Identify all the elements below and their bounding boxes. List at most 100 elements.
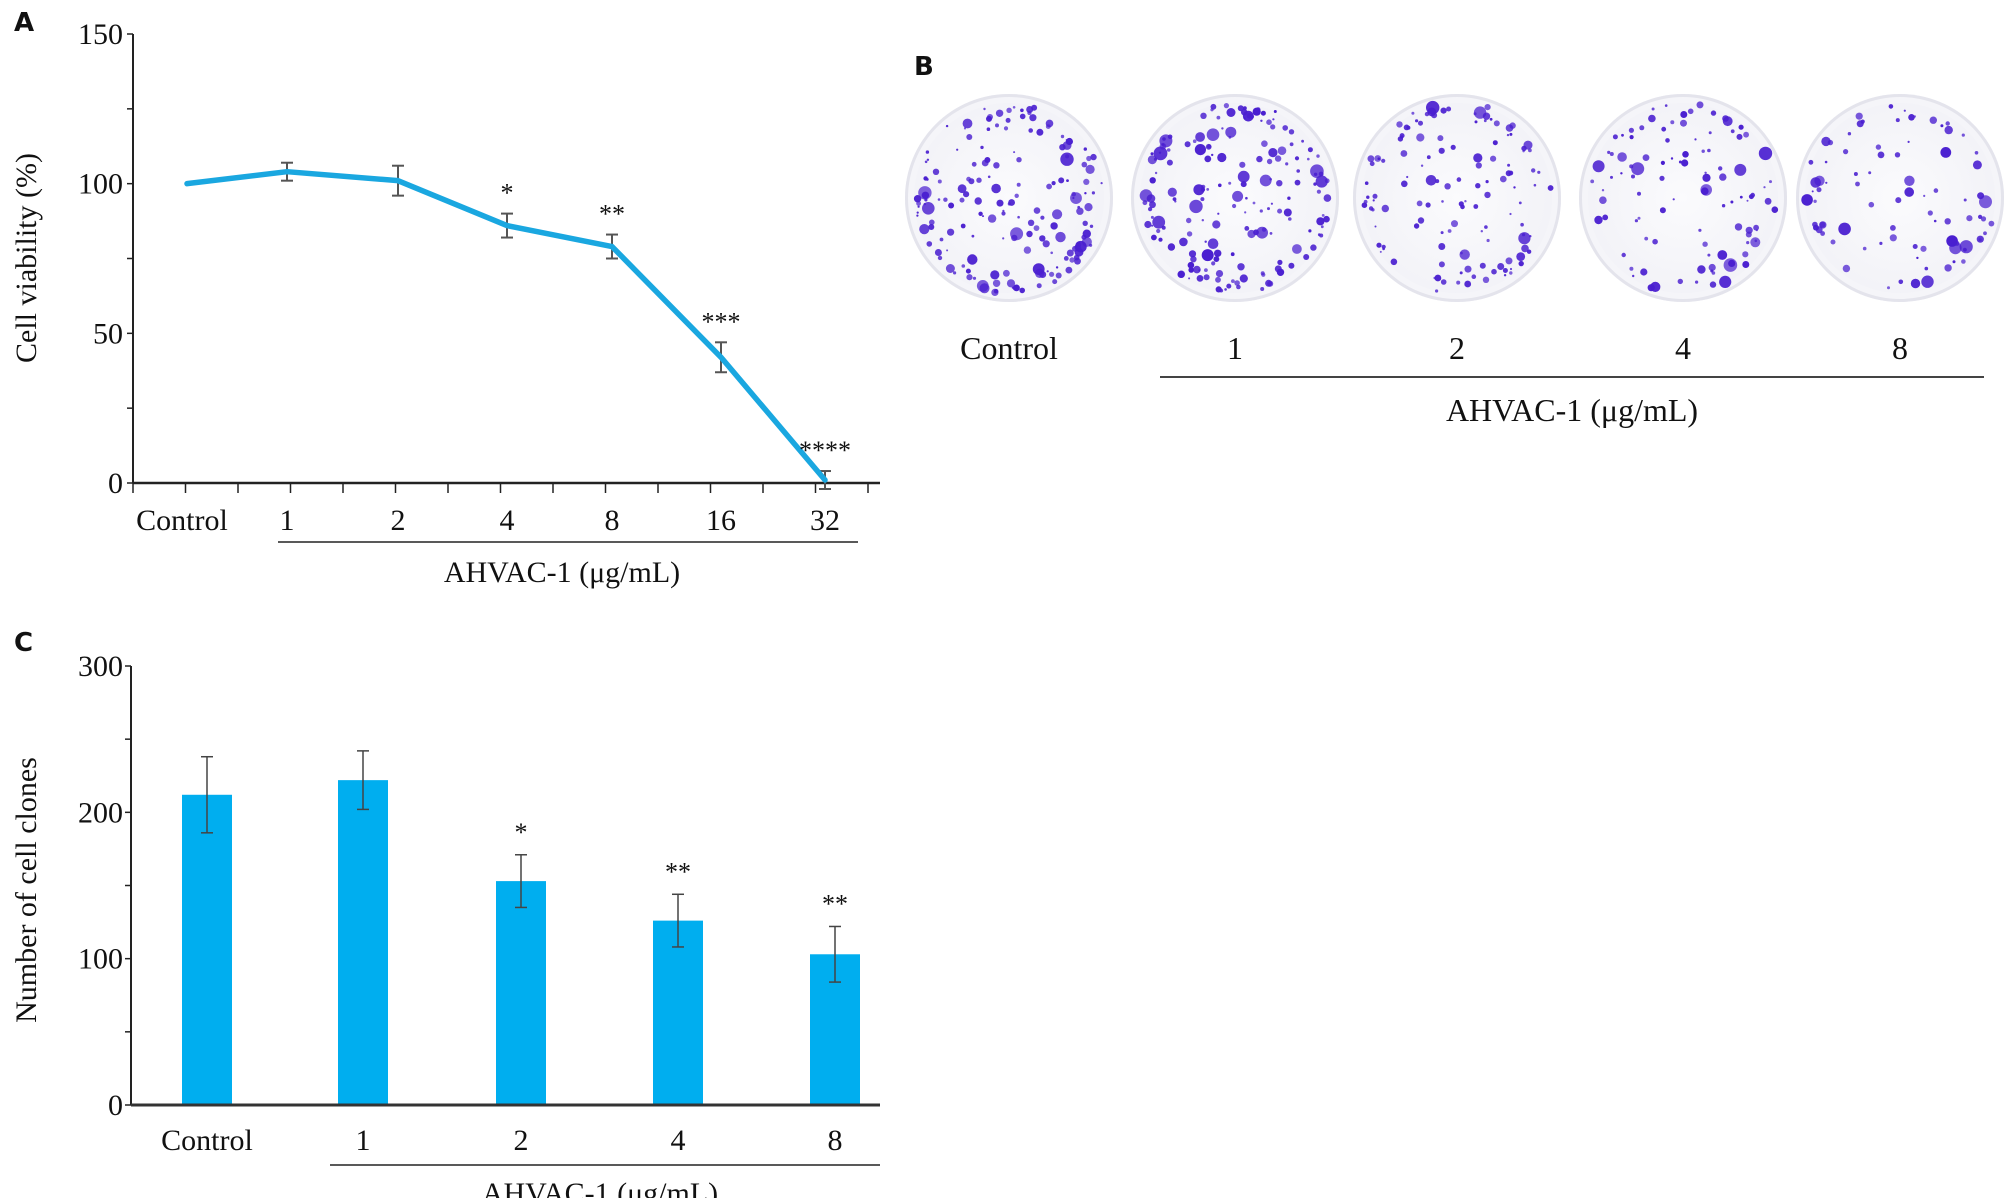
colony [1913,115,1916,118]
colony [1416,133,1425,142]
colony [1153,146,1168,161]
colony [1091,191,1095,195]
colony [1151,234,1157,241]
colony [1070,192,1082,204]
colony [1847,132,1852,136]
colony [972,276,977,280]
colony [1508,170,1514,176]
colony [1474,120,1478,124]
colony [1376,242,1382,248]
colony [1529,235,1532,238]
colony [1006,107,1012,113]
colony [1085,164,1095,174]
colony [967,254,978,265]
colony [1052,209,1063,220]
colony [1621,133,1624,137]
colony [1028,128,1033,133]
colony [979,283,990,294]
colony [1704,171,1707,174]
colony [1016,157,1022,163]
colony [1482,112,1491,120]
colony [937,255,943,261]
colony [1424,111,1430,117]
colony [1200,112,1207,119]
colony [1877,151,1885,159]
colony [1418,120,1423,126]
colony-plate-2 [1353,94,1561,302]
colony [1214,249,1222,257]
colony [1190,256,1197,263]
colony [1083,178,1090,185]
colony [991,288,999,296]
colony [1456,280,1461,285]
colony [1406,175,1409,179]
colony [1029,114,1037,122]
colony [1719,275,1732,288]
bar-Control [182,794,232,1105]
colony [1082,220,1088,226]
colony [1894,152,1901,158]
colony [1843,149,1849,155]
colony [1253,229,1259,236]
colony [1895,118,1900,123]
x-tick-label: 4 [500,504,515,537]
colony [922,202,935,215]
colony [1084,192,1087,195]
colony [1680,111,1688,118]
colony [1316,189,1321,194]
colony [1518,260,1524,267]
colony [1952,260,1956,264]
colony [1696,101,1704,109]
colony [1815,226,1823,234]
colony [1433,276,1436,280]
colony [1629,164,1634,169]
colony [925,150,930,154]
colony [1438,261,1445,268]
colony [1721,204,1726,208]
colony [1853,172,1858,176]
colony [1323,215,1330,223]
colony [1400,150,1408,157]
colony [1307,157,1310,161]
colony [1459,249,1470,260]
colony [1081,161,1088,168]
colony [1435,289,1439,293]
colony [1612,134,1618,140]
colony [1005,117,1011,123]
colony [1743,131,1749,138]
x-tick-label: 1 [356,1124,371,1157]
colony [1217,212,1220,215]
colony [1226,108,1236,117]
colony [1268,148,1278,158]
colony [1601,189,1605,192]
colony [1026,106,1034,113]
data-point-8 [609,244,615,250]
colony [946,249,949,252]
x-tick-label: Control [161,1124,253,1157]
colony [1509,271,1513,275]
colony [1364,181,1369,185]
colony [1193,184,1205,196]
colony [1974,151,1979,155]
colony [1003,269,1010,277]
colony [1959,240,1973,254]
colony [1440,231,1444,235]
colony [966,274,973,281]
colony [1755,229,1758,232]
colony [934,249,942,256]
colony [1184,141,1191,148]
colony [1652,238,1658,245]
colony [1521,244,1529,253]
colony [1045,119,1054,128]
colony [1707,148,1711,153]
colony [1940,147,1952,158]
colony [1650,281,1661,292]
colony [1486,238,1490,243]
colony [1065,137,1073,146]
colony [1046,270,1049,273]
y-axis-label: Number of cell clones [10,757,43,1023]
colony [1046,183,1052,190]
colony [1916,256,1919,260]
colony [1211,261,1216,266]
colony [1219,288,1224,293]
